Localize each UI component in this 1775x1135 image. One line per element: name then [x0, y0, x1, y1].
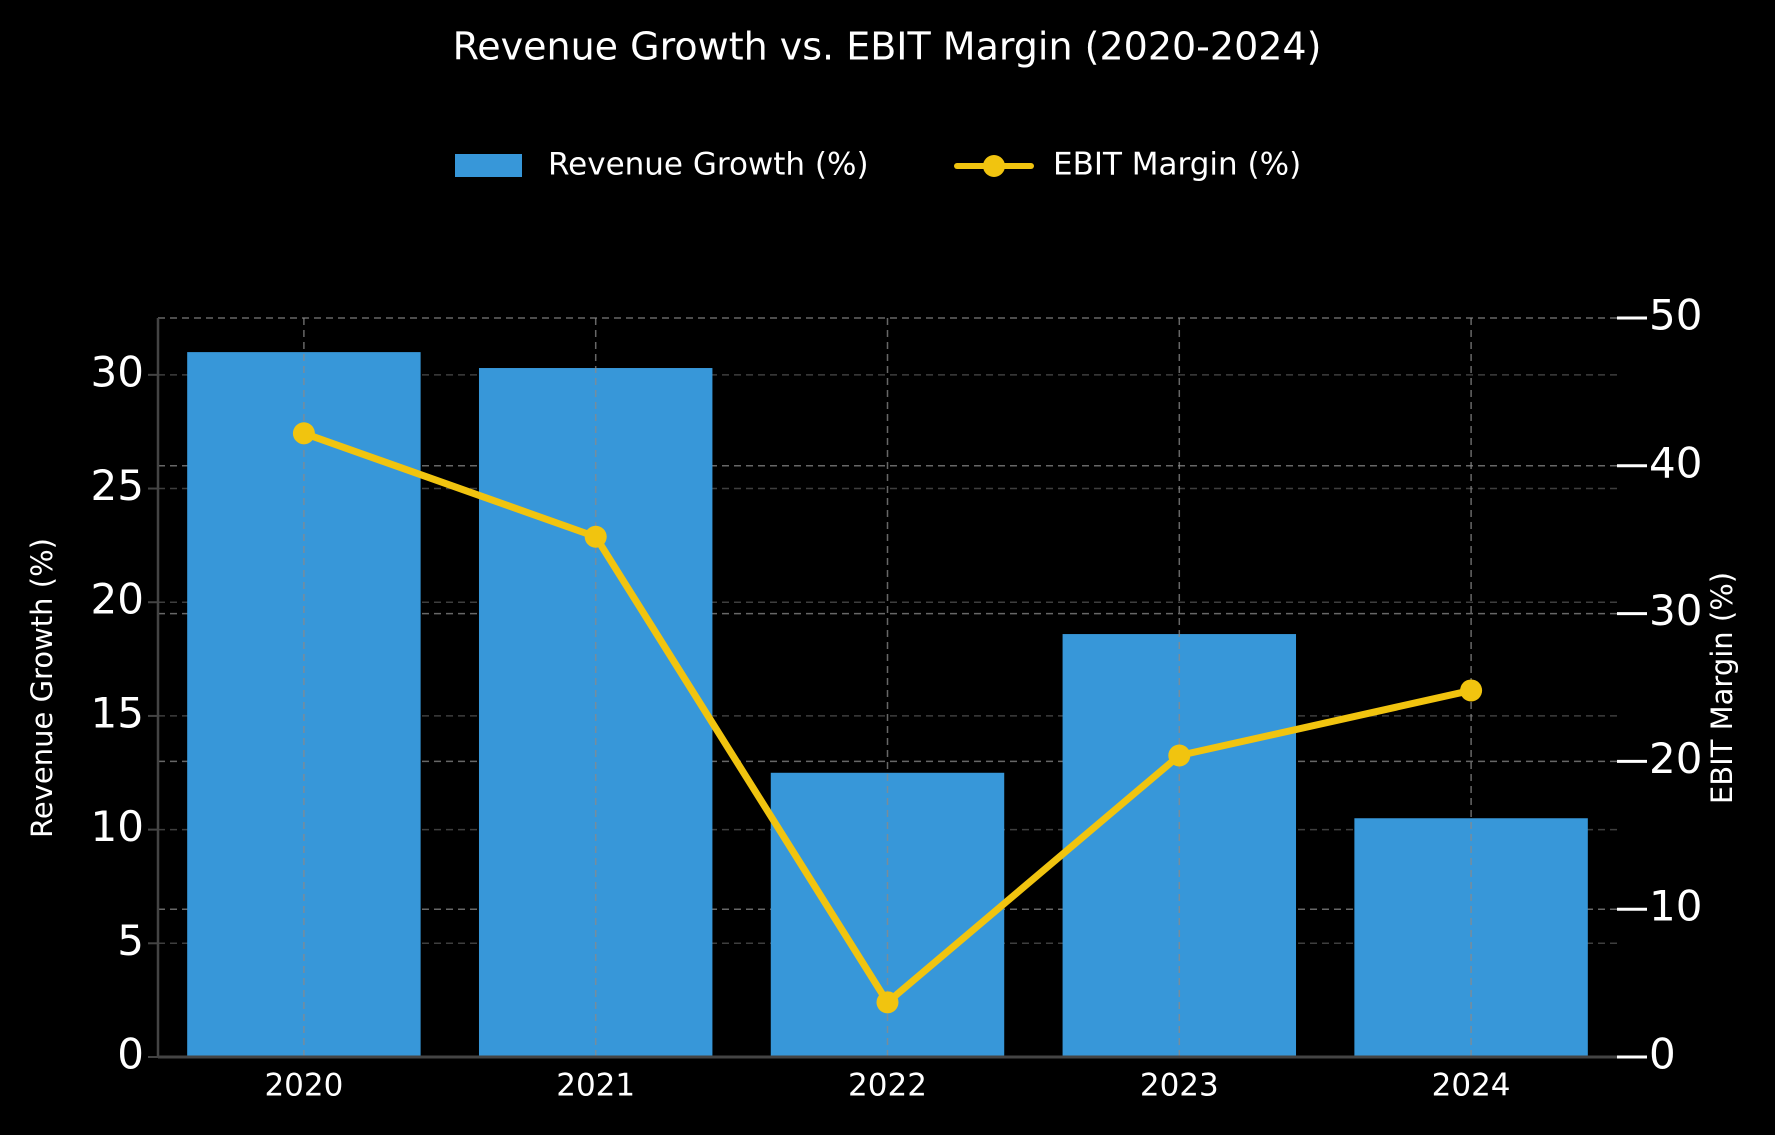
y2-tick-label: 0: [1649, 1030, 1676, 1079]
legend-line-label: EBIT Margin (%): [1053, 147, 1301, 183]
x-tick-label: 2022: [848, 1068, 927, 1104]
y2-axis-label: EBIT Margin (%): [1705, 572, 1739, 804]
bar-revenue-growth-2021: [478, 368, 713, 1057]
bars: [187, 352, 1588, 1058]
point-ebit-margin-2024: [1460, 679, 1483, 702]
y-tick-label: 5: [117, 916, 144, 965]
legend-line-marker: [983, 155, 1005, 177]
x-tick-label: 2023: [1140, 1068, 1219, 1104]
legend: Revenue Growth (%) EBIT Margin (%): [455, 147, 1301, 183]
y-tick-label: 0: [117, 1030, 144, 1079]
chart-title: Revenue Growth vs. EBIT Margin (2020-202…: [453, 25, 1322, 69]
point-ebit-margin-2021: [584, 525, 607, 548]
legend-bar-swatch: [455, 154, 522, 177]
axes: 0 5 10 15 20 25 30 0 10 20 30 40 50 2020 2021 2022 2023 2…: [91, 291, 1703, 1104]
y-tick-label: 10: [91, 802, 144, 851]
y2-tick-label: 10: [1649, 882, 1702, 931]
y2-tick-label: 50: [1649, 291, 1702, 340]
y-tick-label: 25: [91, 461, 144, 510]
point-ebit-margin-2022: [876, 991, 899, 1014]
y-tick-label: 30: [91, 347, 144, 396]
point-ebit-margin-2020: [292, 422, 315, 445]
x-tick-label: 2020: [264, 1068, 343, 1104]
y2-tick-label: 30: [1649, 586, 1702, 635]
y-tick-label: 15: [91, 688, 144, 737]
ebit-margin-line: [292, 422, 1483, 1014]
y-tick-label: 20: [91, 575, 144, 624]
legend-bar-label: Revenue Growth (%): [548, 147, 869, 183]
x-tick-label: 2024: [1432, 1068, 1511, 1104]
bar-revenue-growth-2024: [1354, 818, 1588, 1057]
y2-tick-label: 20: [1649, 734, 1702, 783]
point-ebit-margin-2023: [1168, 744, 1191, 767]
y2-tick-label: 40: [1649, 438, 1702, 487]
x-tick-label: 2021: [556, 1068, 635, 1104]
y-axis-label: Revenue Growth (%): [25, 538, 59, 838]
